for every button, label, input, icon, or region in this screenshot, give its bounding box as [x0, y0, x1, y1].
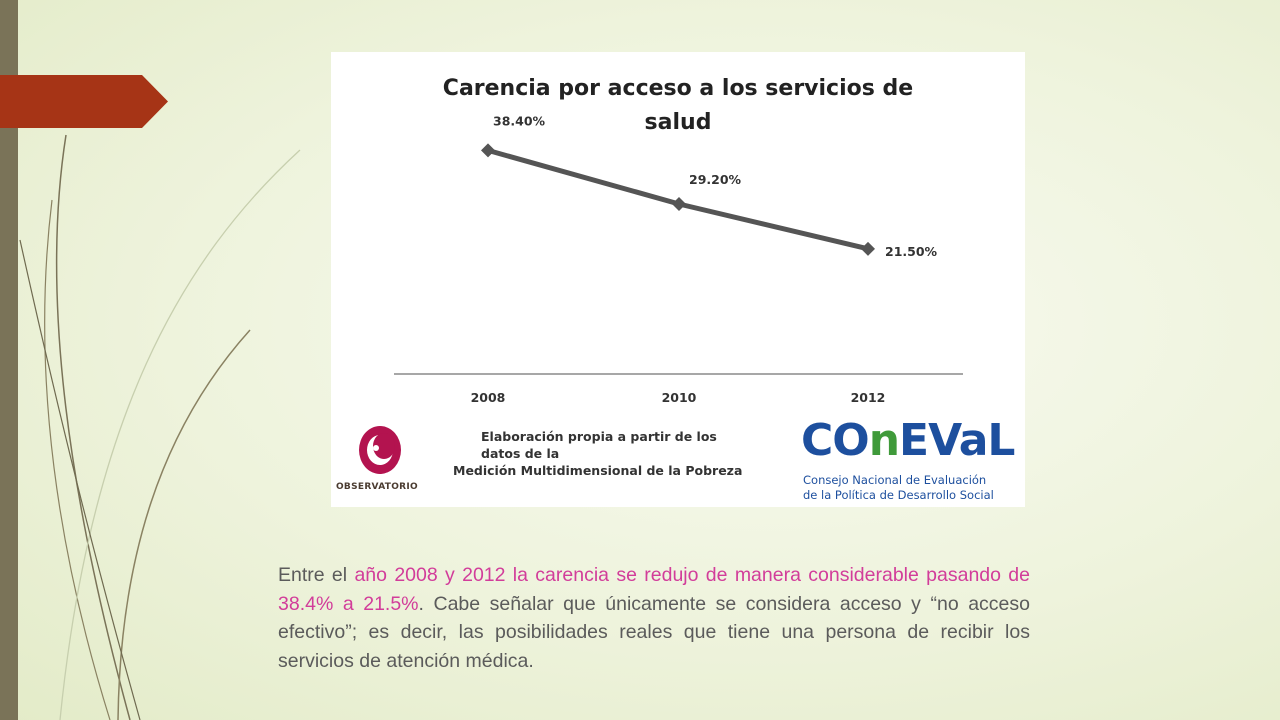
coneval-subtitle-line-1: Consejo Nacional de Evaluación: [803, 473, 987, 487]
body-text-highlight: año 2008 y 2012 la carencia se redujo de…: [278, 564, 1030, 615]
chart-title-line-1: Carencia por acceso a los servicios de: [442, 76, 914, 101]
x-tick-label-2008: 2008: [471, 390, 506, 405]
source-line-1: Elaboración propia a partir de los: [481, 429, 717, 444]
body-paragraph: Entre el año 2008 y 2012 la carencia se …: [278, 561, 1030, 675]
coneval-subtitle: Consejo Nacional de Evaluación de la Pol…: [803, 473, 1025, 503]
decorative-grass: [19, 134, 301, 720]
chart-title: Carencia por acceso a los servicios de s…: [331, 72, 1025, 140]
chart-panel: Carencia por acceso a los servicios de s…: [331, 52, 1025, 507]
data-label-2012: 21.50%: [885, 244, 938, 259]
coneval-wordmark: COnEVaL: [801, 415, 1015, 466]
observatorio-label: OBSERVATORIO: [335, 482, 418, 492]
data-label-2010: 29.20%: [689, 172, 742, 187]
x-tick-label-2012: 2012: [851, 390, 886, 405]
source-note: Elaboración propia a partir de los datos…: [441, 428, 791, 479]
data-point-2008: [481, 143, 495, 158]
data-point-2010: [672, 196, 686, 211]
side-bar: [0, 0, 18, 720]
source-line-3: Medición Multidimensional de la Pobreza: [453, 463, 743, 478]
observatorio-emblem-icon: [359, 426, 401, 474]
data-point-2012: [861, 241, 875, 256]
body-text-part-3: . Cabe señalar que únicamente se conside…: [278, 592, 1030, 672]
coneval-logo: COnEVaL Consejo Nacional de Evaluación d…: [801, 415, 1023, 507]
x-tick-label-2010: 2010: [662, 390, 697, 405]
accent-arrow-shape: [0, 75, 168, 128]
observatorio-logo: OBSERVATORIO: [335, 424, 419, 500]
line-chart: 38.40% 29.20% 21.50% 2008 2010 2012: [394, 113, 963, 405]
body-text-part-1: Entre el: [278, 564, 355, 586]
coneval-subtitle-line-2: de la Política de Desarrollo Social: [803, 488, 994, 502]
source-line-2: datos de la: [481, 446, 560, 461]
data-label-2008: 38.40%: [493, 113, 546, 128]
chart-title-line-2: salud: [644, 110, 712, 135]
